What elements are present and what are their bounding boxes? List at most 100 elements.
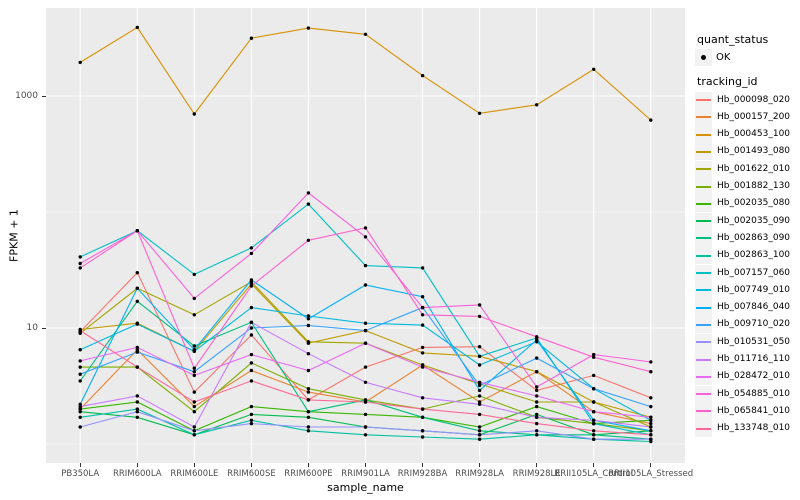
legend-line-icon — [696, 168, 711, 171]
legend-line-icon — [696, 237, 711, 240]
x-tick-mark — [593, 463, 595, 467]
legend-key-swatch — [695, 351, 712, 368]
x-tick-mark — [422, 463, 424, 467]
legend-line-icon — [696, 202, 711, 205]
legend-item: Hb_007846_040 — [695, 299, 800, 317]
legend-label-ok: OK — [716, 52, 731, 63]
legend-line-icon — [696, 185, 711, 188]
y-axis-title: FPKM + 1 — [7, 209, 21, 262]
legend-item-label: Hb_002035_090 — [717, 215, 791, 226]
y-tick-mark — [42, 327, 46, 329]
legend-line-icon — [696, 150, 711, 153]
legend-key-swatch — [695, 385, 712, 403]
legend-key-swatch — [695, 368, 712, 386]
legend-line-icon — [696, 254, 711, 257]
legend-item-label: Hb_011716_110 — [717, 354, 791, 364]
x-tick-label: RRIM600SE — [227, 469, 276, 479]
x-tick-mark — [193, 463, 195, 467]
legend-item: Hb_001882_130 — [695, 178, 800, 195]
x-tick-label: PB350LA — [61, 469, 100, 479]
legend-line-icon — [696, 427, 711, 430]
legend-line-icon — [696, 341, 711, 344]
x-tick-mark — [79, 463, 81, 467]
x-tick-label: RRIM928LE — [512, 469, 561, 479]
legend-item-label: Hb_007846_040 — [717, 302, 791, 313]
legend-key-swatch — [695, 264, 712, 282]
legend-line-icon — [696, 306, 711, 309]
x-tick-label: RRIM928BA — [397, 469, 448, 479]
x-axis-title: sample_name — [327, 481, 404, 494]
legend-item-label: Hb_001622_010 — [717, 163, 791, 174]
legend-item-label: Hb_007749_010 — [717, 284, 791, 295]
y-tick-label: 10 — [26, 322, 38, 333]
legend-key-swatch — [695, 195, 712, 213]
legend-item-label: Hb_002863_100 — [717, 250, 791, 261]
ok-point-icon — [701, 55, 706, 60]
plot-panel — [46, 8, 685, 463]
legend-item-label: Hb_028472_010 — [717, 371, 791, 382]
legend-line-icon — [696, 375, 711, 378]
x-tick-mark — [365, 463, 366, 467]
legend-item: Hb_009710_020 — [695, 316, 800, 334]
legend-item-label: Hb_001882_130 — [717, 181, 791, 191]
y-tick-label: 1000 — [15, 90, 38, 101]
legend-item: Hb_133748_010 — [695, 420, 800, 438]
legend-key-swatch — [695, 316, 712, 334]
legend-key-swatch — [695, 299, 712, 317]
legend-item-label: Hb_009710_020 — [717, 319, 791, 330]
y-tick-mark — [42, 95, 46, 97]
legend-item-label: Hb_000453_100 — [717, 129, 791, 140]
legend-item: Hb_001493_080 — [695, 143, 800, 161]
legend-key-swatch — [695, 333, 712, 351]
x-tick-label: RRIM600LA — [112, 469, 162, 479]
legend-item: Hb_007749_010 — [695, 281, 800, 299]
line-chart — [46, 8, 685, 463]
legend-line-icon — [696, 220, 711, 223]
legend-item: Hb_001622_010 — [695, 160, 800, 178]
legend-key-swatch — [695, 178, 712, 195]
legend-line-icon — [696, 272, 711, 274]
x-tick-label: RRIM600LE — [170, 469, 219, 479]
legend-item: Hb_002863_100 — [695, 247, 800, 265]
legend-key-swatch — [695, 143, 712, 161]
legend-item: Hb_054885_010 — [695, 385, 800, 403]
x-tick-mark — [479, 463, 481, 467]
legend-line-icon — [696, 133, 711, 136]
legend-item-label: Hb_000157_200 — [717, 111, 791, 122]
legend-key-swatch — [695, 126, 712, 144]
legend-key-swatch — [695, 108, 712, 126]
legend-key-swatch — [695, 91, 712, 109]
x-tick-label: RRIM901LA — [341, 469, 390, 479]
legend-key-ok — [695, 49, 712, 66]
legend-line-icon — [696, 323, 711, 326]
legend-title-quant-status: quant_status — [697, 33, 769, 46]
legend-line-icon — [696, 410, 711, 413]
legend-item: Hb_000157_200 — [695, 108, 800, 126]
legend-item: Hb_007157_060 — [695, 264, 800, 282]
legend-item-label: Hb_000098_020 — [717, 94, 791, 105]
x-tick-mark — [250, 463, 252, 467]
legend-item-label: Hb_001493_080 — [717, 146, 791, 157]
x-tick-label: RRII105LA_Control — [554, 469, 634, 479]
legend-item: Hb_002863_090 — [695, 229, 800, 247]
legend-item: Hb_028472_010 — [695, 368, 800, 386]
legend-item-label: Hb_054885_010 — [717, 388, 791, 399]
legend-item: Hb_065841_010 — [695, 402, 800, 420]
legend-item-label: Hb_010531_050 — [717, 336, 791, 347]
legend-line-icon — [696, 289, 711, 292]
legend-key-swatch — [695, 420, 712, 438]
legend-line-icon — [696, 358, 711, 361]
legend-key-swatch — [695, 212, 712, 230]
legend-key-swatch — [695, 247, 712, 265]
legend-line-icon — [696, 393, 711, 396]
legend-item-label: Hb_002863_090 — [717, 232, 791, 243]
legend-item: Hb_010531_050 — [695, 333, 800, 351]
legend-key-swatch — [695, 229, 712, 247]
legend-item: Hb_002035_080 — [695, 195, 800, 213]
legend-item-label: Hb_133748_010 — [717, 423, 791, 434]
legend-item: Hb_002035_090 — [695, 212, 800, 230]
legend-item: Hb_000098_020 — [695, 91, 800, 109]
x-tick-label: RRIM600PE — [284, 469, 333, 479]
x-tick-mark — [536, 463, 538, 467]
legend-key-swatch — [695, 402, 712, 420]
